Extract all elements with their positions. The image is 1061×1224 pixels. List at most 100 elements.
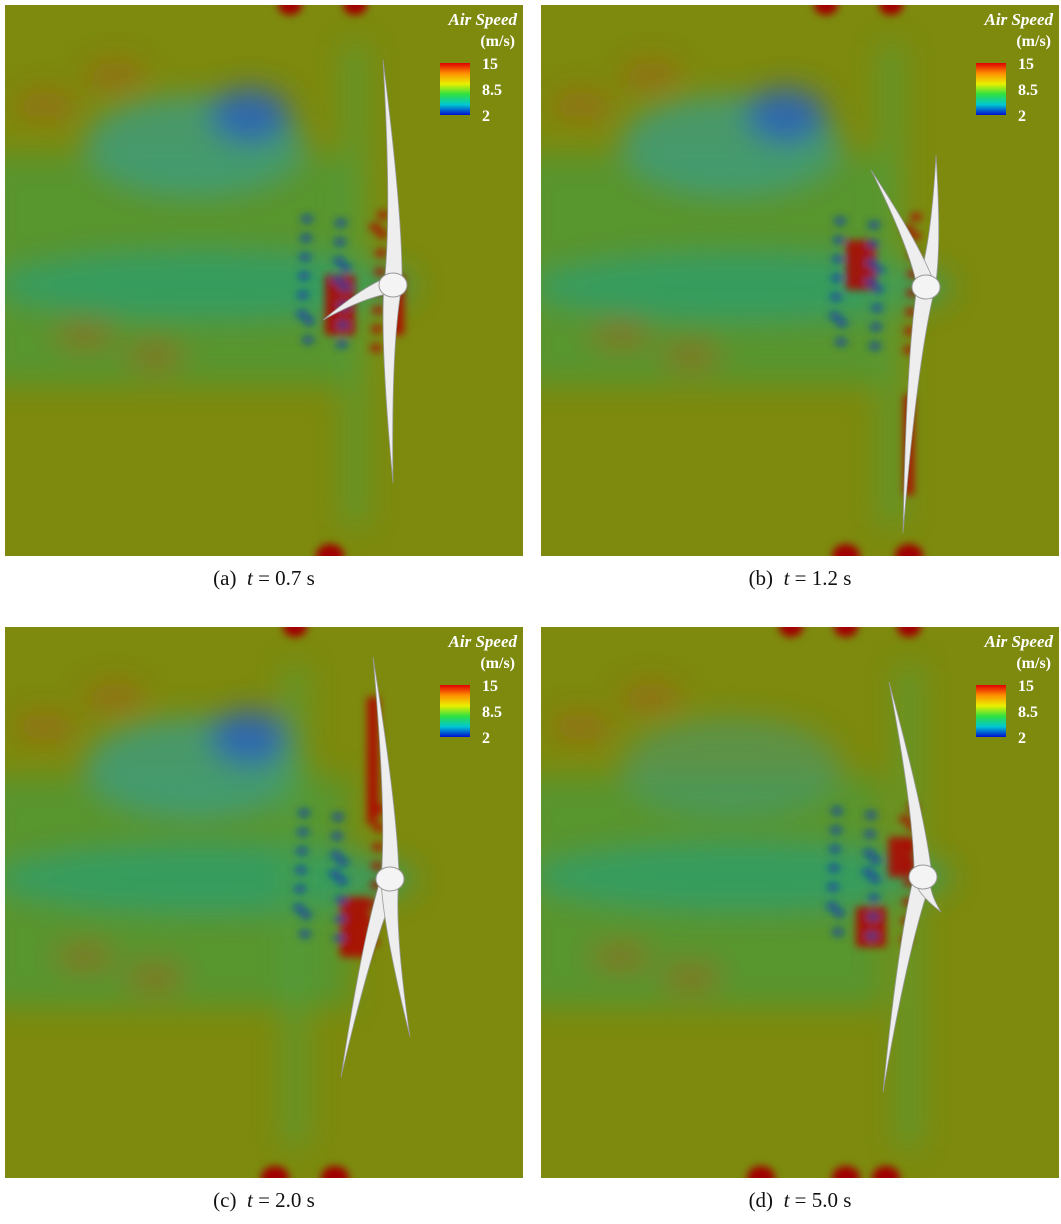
caption-symbol: t <box>247 1188 253 1212</box>
colorbar-tick: 8.5 <box>482 704 502 721</box>
colorbar-title: Air Speed <box>448 632 518 651</box>
eddy <box>868 894 880 902</box>
eddy <box>371 862 383 870</box>
eddy <box>377 211 389 219</box>
eddy <box>294 885 306 893</box>
eddy <box>830 293 842 301</box>
eddy <box>336 340 348 348</box>
colorbar <box>976 685 1006 737</box>
eddy <box>828 864 840 872</box>
red-spot <box>85 683 145 711</box>
eddy <box>335 219 347 227</box>
colorbar-tick: 2 <box>482 730 490 747</box>
eddy <box>298 272 310 280</box>
colorbar-unit: (m/s) <box>480 655 515 672</box>
tower-wake <box>879 45 903 525</box>
eddy <box>293 904 305 912</box>
low-speed <box>210 87 290 143</box>
wake-upper <box>621 717 841 817</box>
eddy <box>873 266 885 274</box>
eddy <box>330 851 342 859</box>
eddy <box>332 813 344 821</box>
eddy <box>833 909 845 917</box>
colorbar <box>976 63 1006 115</box>
figure: Air Speed (m/s) 15 8.5 2 (a) t = 0.7 s Air Spe… <box>0 0 1061 1224</box>
colorbar-tick: 2 <box>482 108 490 125</box>
eddy <box>866 932 878 940</box>
caption: (d) t = 5.0 s <box>541 1188 1059 1213</box>
hub <box>912 275 940 299</box>
eddy <box>832 255 844 263</box>
eddy <box>299 930 311 938</box>
caption-label: (c) <box>213 1188 236 1212</box>
colorbar-tick: 2 <box>1018 730 1026 747</box>
eddy <box>333 934 345 942</box>
eddy <box>863 849 875 857</box>
colorbar-unit: (m/s) <box>480 33 515 50</box>
eddy <box>832 928 844 936</box>
eddy <box>830 826 842 834</box>
red-spot <box>621 683 681 711</box>
eddy <box>869 342 881 350</box>
eddy <box>336 877 348 885</box>
caption-symbol: t <box>247 566 253 590</box>
red-spot <box>125 341 185 369</box>
low-speed <box>746 87 826 143</box>
hub <box>909 865 937 889</box>
red-spot <box>551 91 611 119</box>
eddy <box>369 223 381 231</box>
colorbar-tick: 15 <box>1018 678 1034 695</box>
eddy <box>833 236 845 244</box>
eddy <box>297 291 309 299</box>
eddy <box>869 875 881 883</box>
eddy <box>864 830 876 838</box>
eddy <box>871 304 883 312</box>
eddy <box>335 896 347 904</box>
caption: (b) t = 1.2 s <box>541 566 1059 591</box>
caption-symbol: t <box>784 566 790 590</box>
eddy <box>899 815 911 823</box>
eddy <box>829 312 841 320</box>
red-spot <box>15 713 75 741</box>
eddy <box>836 319 848 327</box>
eddy <box>337 858 349 866</box>
eddy <box>334 238 346 246</box>
red-spot <box>661 963 721 991</box>
eddy <box>337 321 349 329</box>
eddy <box>865 811 877 819</box>
red-spot <box>55 943 115 971</box>
eddy <box>301 215 313 223</box>
eddy <box>826 902 838 910</box>
red-spot <box>591 943 651 971</box>
eddy <box>867 913 879 921</box>
caption-symbol: t <box>784 1188 790 1212</box>
colorbar-title: Air Speed <box>984 632 1054 651</box>
eddy <box>831 807 843 815</box>
eddy <box>366 817 378 825</box>
eddy <box>303 317 315 325</box>
caption: (a) t = 0.7 s <box>5 566 523 591</box>
colorbar-title: Air Speed <box>448 10 518 29</box>
eddy <box>370 344 382 352</box>
eddy <box>296 310 308 318</box>
eddy <box>910 213 922 221</box>
colorbar <box>440 685 470 737</box>
red-spot <box>125 963 185 991</box>
caption-time: = 5.0 s <box>795 1188 852 1212</box>
eddy <box>331 832 343 840</box>
colorbar-title: Air Speed <box>984 10 1054 29</box>
colorbar-tick: 15 <box>482 678 498 695</box>
eddy <box>827 883 839 891</box>
eddy <box>872 285 884 293</box>
colorbar-tick: 8.5 <box>1018 704 1038 721</box>
low-speed <box>210 709 290 765</box>
eddy <box>831 274 843 282</box>
colorbar-unit: (m/s) <box>1016 655 1051 672</box>
eddy <box>296 847 308 855</box>
eddy <box>870 323 882 331</box>
eddy <box>372 306 384 314</box>
eddy <box>302 336 314 344</box>
eddy <box>300 911 312 919</box>
caption-label: (b) <box>749 566 774 590</box>
eddy <box>865 278 877 286</box>
